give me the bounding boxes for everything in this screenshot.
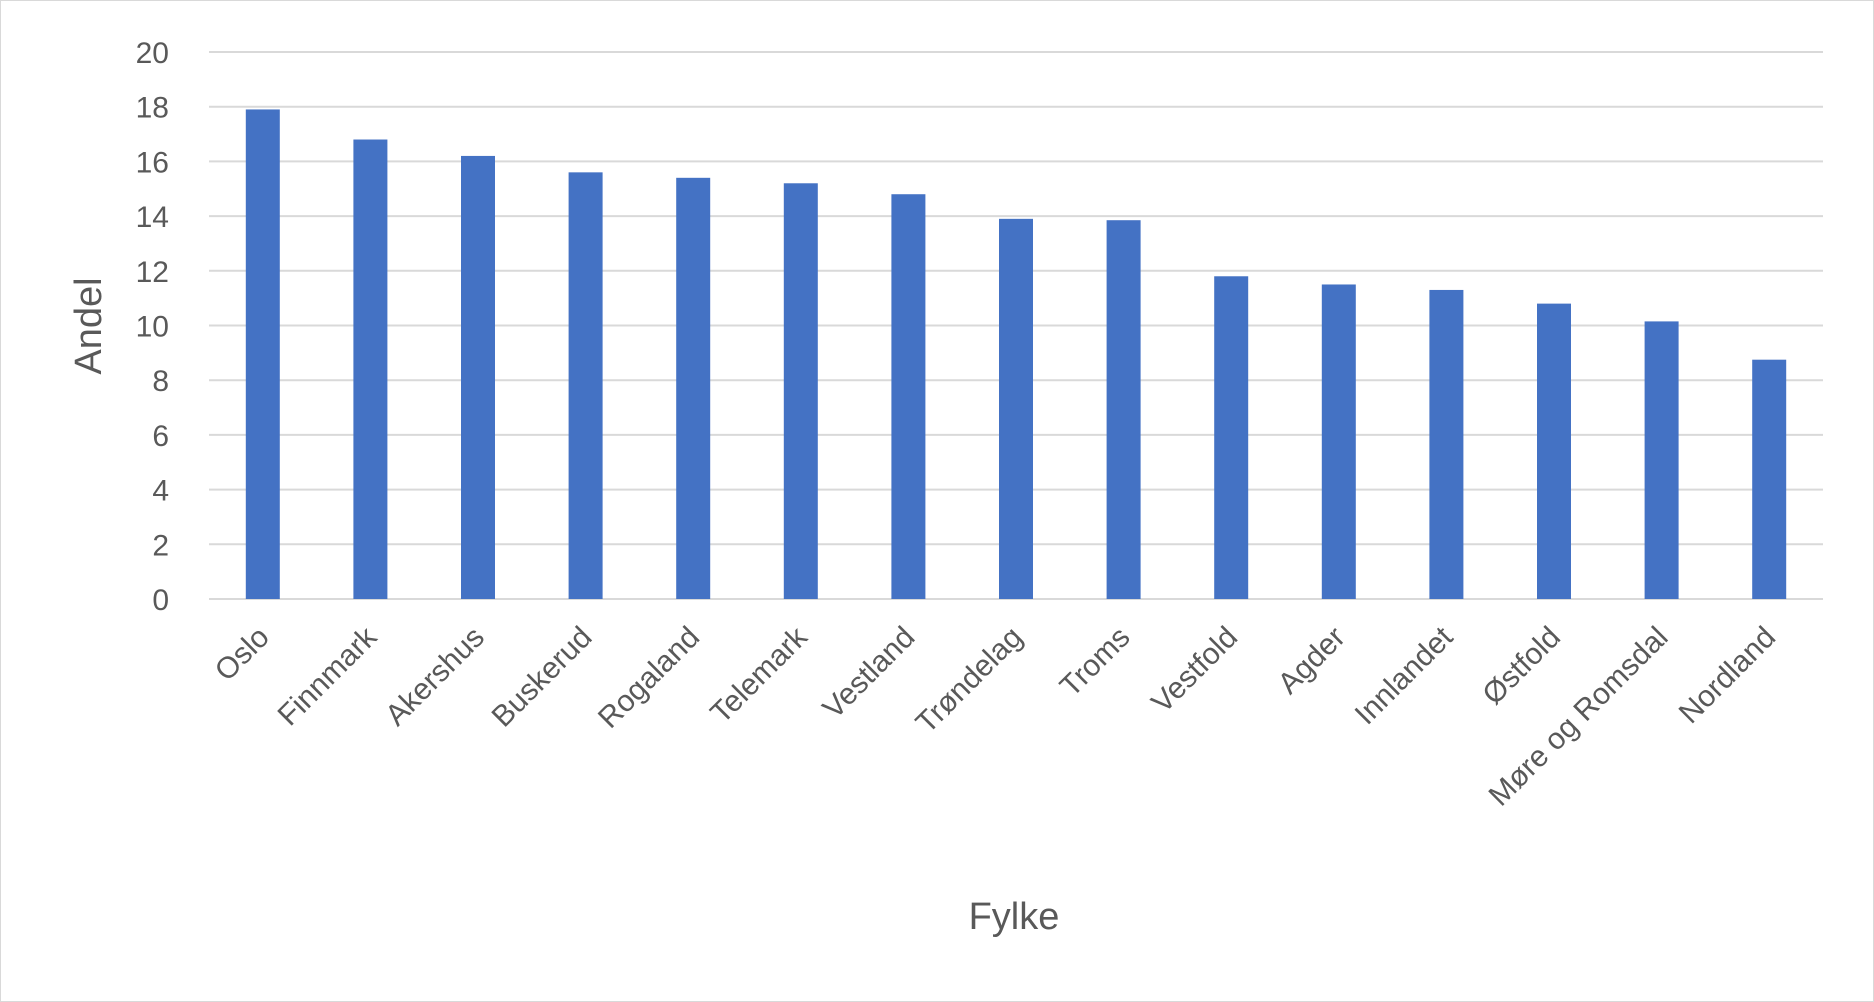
x-category-label: Oslo [209,621,276,688]
x-category-label: Østfold [1476,621,1567,712]
bar [353,139,388,599]
x-category-label: Telemark [704,620,814,730]
y-tick-label: 4 [152,475,169,508]
y-axis-ticks: 0 2 4 6 8 10 12 14 16 18 20 [136,37,169,617]
bar [1644,321,1679,599]
y-tick-label: 6 [152,420,169,453]
bar [999,218,1033,599]
bars [245,109,1787,599]
bar [891,194,926,599]
y-tick-label: 0 [152,584,169,617]
x-category-label: Rogaland [592,621,706,735]
y-axis-title: Andel [68,277,110,374]
x-category-label: Akershus [379,621,491,733]
y-tick-label: 8 [152,365,169,398]
y-tick-label: 18 [136,92,169,125]
bar [676,177,711,599]
x-category-label: Trøndelag [910,621,1029,740]
x-category-label: Vestland [817,621,922,726]
bar [461,155,495,599]
x-category-label: Buskerud [486,621,599,734]
bar [1106,220,1141,599]
bar [568,172,603,599]
bar [1214,276,1249,599]
x-category-label: Agder [1272,621,1352,701]
y-tick-label: 20 [136,37,169,70]
bar [1752,359,1787,599]
x-category-label: Nordland [1673,621,1782,730]
bar [1537,303,1571,599]
x-category-label: Møre og Romsdal [1483,621,1675,813]
y-tick-label: 12 [136,256,169,289]
x-category-label: Troms [1054,621,1137,704]
x-axis-categories: OsloFinnmarkAkershusBuskerudRogalandTele… [209,620,1782,813]
x-axis-title: Fylke [969,896,1060,938]
x-category-label: Innlandet [1349,620,1460,731]
bar [1429,289,1464,599]
bar [783,183,818,599]
y-tick-label: 14 [136,201,169,234]
x-category-label: Vestfold [1145,621,1244,720]
y-tick-label: 16 [136,146,169,179]
y-tick-label: 2 [152,529,169,562]
bar [245,109,280,599]
bar [1321,284,1356,599]
y-tick-label: 10 [136,311,169,344]
x-category-label: Finnmark [272,620,384,732]
